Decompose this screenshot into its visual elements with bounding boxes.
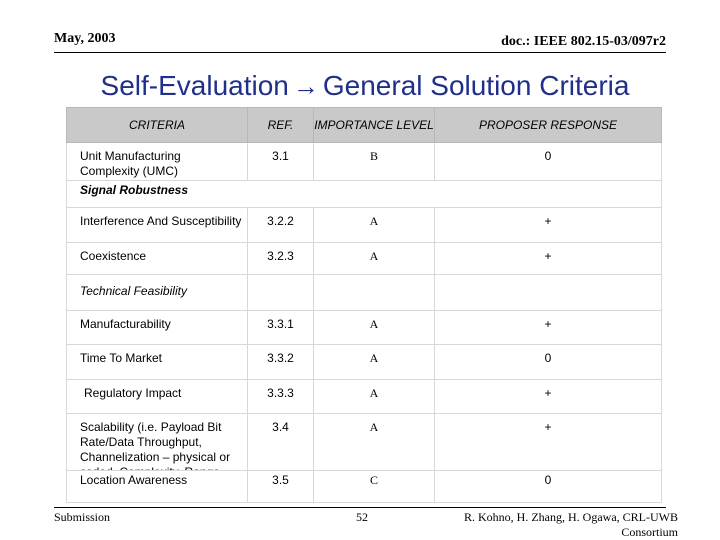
col-ref: REF. — [247, 107, 314, 143]
importance-cell: A — [313, 344, 435, 380]
empty-cell — [434, 274, 662, 311]
table-row: Unit Manufacturing Complexity (UMC) 3.1 … — [66, 142, 662, 181]
table-row: Time To Market 3.3.2 A 0 — [66, 344, 662, 380]
importance-cell: A — [313, 207, 435, 243]
ref-cell: 3.1 — [247, 142, 314, 181]
importance-cell: C — [313, 470, 435, 503]
table-row: Regulatory Impact 3.3.3 A + — [66, 379, 662, 414]
table-header-row: CRITERIA REF. IMPORTANCE LEVEL PROPOSER … — [66, 107, 662, 143]
col-importance: IMPORTANCE LEVEL — [313, 107, 435, 143]
title-right: General Solution Criteria — [322, 70, 630, 101]
criteria-cell: Time To Market — [66, 344, 248, 380]
table-row: Location Awareness 3.5 C 0 — [66, 470, 662, 503]
importance-cell: B — [313, 142, 435, 181]
ref-cell: 3.2.2 — [247, 207, 314, 243]
criteria-table: CRITERIA REF. IMPORTANCE LEVEL PROPOSER … — [66, 107, 662, 503]
empty-cell — [247, 274, 314, 311]
importance-cell: A — [313, 242, 435, 275]
table-row: Coexistence 3.2.3 A + — [66, 242, 662, 275]
importance-cell: A — [313, 379, 435, 414]
response-cell: + — [434, 242, 662, 275]
footer-authors: R. Kohno, H. Zhang, H. Ogawa, CRL-UWB Co… — [464, 510, 678, 540]
header-doc-id: doc.: IEEE 802.15-03/097r2 — [501, 34, 666, 49]
response-cell: + — [434, 310, 662, 345]
criteria-cell: Scalability (i.e. Payload Bit Rate/Data … — [66, 413, 248, 471]
table-row: Scalability (i.e. Payload Bit Rate/Data … — [66, 413, 662, 471]
criteria-cell: Interference And Susceptibility — [66, 207, 248, 243]
col-response: PROPOSER RESPONSE — [434, 107, 662, 143]
table-row: Manufacturability 3.3.1 A + — [66, 310, 662, 345]
section-row: Technical Feasibility — [66, 274, 662, 311]
col-criteria: CRITERIA — [66, 107, 248, 143]
footer-authors-line1: R. Kohno, H. Zhang, H. Ogawa, CRL-UWB — [464, 510, 678, 524]
response-cell: + — [434, 379, 662, 414]
ref-cell: 3.3.2 — [247, 344, 314, 380]
section-label: Technical Feasibility — [66, 274, 248, 311]
response-cell: + — [434, 207, 662, 243]
importance-cell: A — [313, 413, 435, 471]
criteria-cell: Regulatory Impact — [66, 379, 248, 414]
criteria-cell: Unit Manufacturing Complexity (UMC) — [66, 142, 248, 181]
header-rule — [54, 52, 666, 53]
ref-cell: 3.3.3 — [247, 379, 314, 414]
scalability-text: Scalability (i.e. Payload Bit Rate/Data … — [80, 420, 231, 470]
footer-rule — [54, 507, 666, 508]
section-row: Signal Robustness — [66, 180, 662, 208]
ref-cell: 3.4 — [247, 413, 314, 471]
slide-title: Self-Evaluation → General Solution Criteri… — [0, 70, 720, 102]
table-row: Interference And Susceptibility 3.2.2 A … — [66, 207, 662, 243]
response-cell: 0 — [434, 470, 662, 503]
importance-cell: A — [313, 310, 435, 345]
arrow-right-icon: → — [292, 71, 319, 101]
ref-cell: 3.2.3 — [247, 242, 314, 275]
response-cell: 0 — [434, 142, 662, 181]
ref-cell: 3.3.1 — [247, 310, 314, 345]
header-date: May, 2003 — [54, 31, 116, 46]
section-label: Signal Robustness — [66, 180, 662, 208]
title-left: Self-Evaluation — [100, 70, 289, 101]
footer-authors-line2: Consortium — [621, 525, 678, 539]
response-cell: 0 — [434, 344, 662, 380]
response-cell: + — [434, 413, 662, 471]
empty-cell — [313, 274, 435, 311]
criteria-cell: Location Awareness — [66, 470, 248, 503]
footer-page-number: 52 — [356, 510, 368, 524]
ref-cell: 3.5 — [247, 470, 314, 503]
criteria-cell: Manufacturability — [66, 310, 248, 345]
footer-submission: Submission — [54, 510, 111, 524]
criteria-cell: Coexistence — [66, 242, 248, 275]
